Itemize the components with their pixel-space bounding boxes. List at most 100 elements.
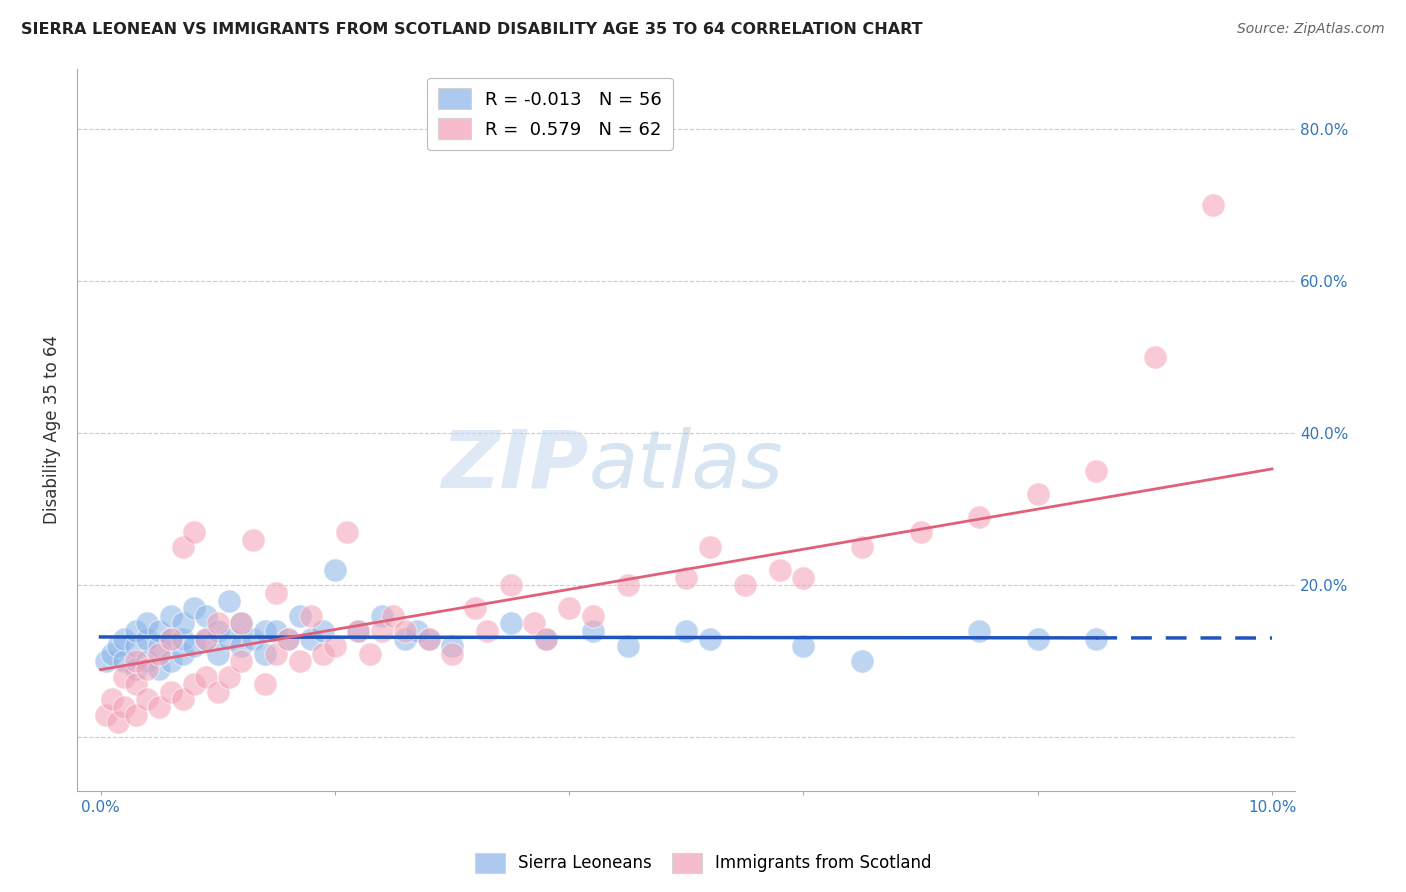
Point (229, 616, 252, 631)
Point (183, 601, 205, 615)
Point (499, 578, 522, 592)
Point (581, 624, 603, 638)
Point (277, 632, 299, 646)
Point (112, 632, 135, 646)
Point (107, 639, 129, 653)
Point (107, 715, 129, 730)
Point (967, 624, 990, 638)
Point (534, 632, 557, 646)
Legend: R = -0.013   N = 56, R =  0.579   N = 62: R = -0.013 N = 56, R = 0.579 N = 62 (427, 78, 672, 150)
Point (499, 616, 522, 631)
Point (347, 624, 370, 638)
Point (264, 624, 287, 638)
Point (229, 654, 252, 668)
Point (159, 684, 181, 698)
Point (675, 571, 697, 585)
Point (242, 533, 264, 547)
Point (112, 654, 135, 668)
Point (148, 647, 170, 661)
Point (1202, 198, 1225, 212)
Y-axis label: Disability Age 35 to 64: Disability Age 35 to 64 (44, 335, 60, 524)
Point (1026, 632, 1049, 646)
Point (172, 616, 194, 631)
Point (172, 692, 194, 706)
Point (699, 632, 721, 646)
Point (183, 677, 205, 691)
Point (124, 707, 146, 722)
Point (112, 669, 135, 683)
Point (194, 632, 217, 646)
Text: ZIP: ZIP (441, 426, 589, 505)
Point (264, 586, 287, 600)
Point (347, 624, 370, 638)
Point (101, 647, 124, 661)
Point (207, 616, 229, 631)
Point (194, 608, 217, 623)
Point (558, 601, 581, 615)
Point (159, 608, 181, 623)
Point (207, 624, 229, 638)
Point (394, 632, 416, 646)
Point (418, 632, 440, 646)
Point (288, 608, 311, 623)
Point (792, 571, 814, 585)
Point (112, 700, 135, 714)
Point (323, 563, 346, 577)
Point (253, 677, 276, 691)
Point (124, 662, 146, 676)
Point (207, 647, 229, 661)
Point (440, 647, 463, 661)
Point (851, 541, 873, 555)
Point (218, 632, 240, 646)
Point (136, 692, 159, 706)
Point (370, 608, 392, 623)
Point (277, 632, 299, 646)
Point (523, 616, 546, 631)
Point (910, 525, 932, 540)
Point (136, 662, 159, 676)
Point (172, 541, 194, 555)
Point (405, 624, 427, 638)
Point (124, 639, 146, 653)
Point (675, 624, 697, 638)
Point (136, 654, 159, 668)
Legend: Sierra Leoneans, Immigrants from Scotland: Sierra Leoneans, Immigrants from Scotlan… (468, 847, 938, 880)
Point (851, 654, 873, 668)
Point (312, 647, 335, 661)
Point (581, 608, 603, 623)
Point (734, 578, 756, 592)
Point (394, 624, 416, 638)
Point (136, 616, 159, 631)
Point (183, 639, 205, 653)
Point (218, 593, 240, 607)
Point (96, 707, 118, 722)
Point (299, 608, 322, 623)
Point (207, 684, 229, 698)
Point (312, 624, 335, 638)
Point (194, 669, 217, 683)
Point (124, 677, 146, 691)
Point (264, 647, 287, 661)
Point (769, 563, 792, 577)
Point (194, 632, 217, 646)
Point (699, 541, 721, 555)
Point (159, 632, 181, 646)
Point (136, 632, 159, 646)
Point (335, 525, 357, 540)
Point (359, 647, 381, 661)
Point (242, 632, 264, 646)
Point (440, 639, 463, 653)
Point (1085, 632, 1108, 646)
Point (101, 692, 124, 706)
Point (299, 632, 322, 646)
Point (418, 632, 440, 646)
Point (229, 616, 252, 631)
Point (967, 510, 990, 524)
Point (148, 624, 170, 638)
Point (534, 632, 557, 646)
Point (159, 654, 181, 668)
Point (148, 662, 170, 676)
Point (229, 639, 252, 653)
Point (253, 624, 276, 638)
Point (253, 647, 276, 661)
